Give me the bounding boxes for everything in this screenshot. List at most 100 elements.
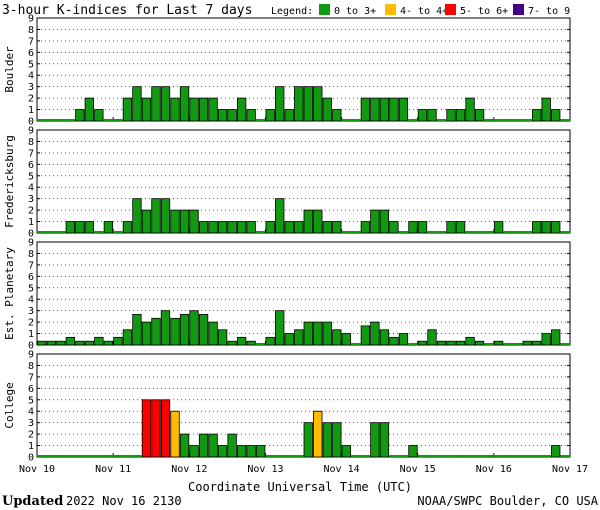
bar — [389, 455, 399, 457]
x-tick-label: Nov 16 — [476, 464, 512, 475]
y-tick-label: 6 — [28, 160, 34, 171]
bar — [160, 310, 171, 346]
bar — [436, 231, 447, 233]
bar — [474, 109, 485, 122]
y-tick-label: 8 — [28, 249, 34, 260]
y-tick-label: 7 — [28, 372, 34, 383]
bar — [503, 119, 513, 121]
bar — [160, 198, 171, 234]
bar — [189, 310, 199, 346]
bar — [113, 336, 123, 346]
bar — [294, 221, 304, 234]
bar — [284, 221, 294, 234]
bar — [113, 119, 123, 121]
bar — [56, 231, 66, 233]
bar — [132, 455, 142, 457]
y-tick-label: 7 — [28, 36, 34, 47]
bar — [37, 231, 47, 233]
bar — [351, 343, 361, 345]
bar — [217, 221, 228, 234]
x-tick-label: Nov 11 — [95, 464, 131, 475]
bar — [141, 97, 152, 122]
bar — [322, 422, 332, 458]
bar — [522, 231, 532, 233]
y-tick-label: 9 — [28, 350, 34, 361]
bar — [408, 221, 418, 234]
bar — [493, 340, 504, 346]
bar — [151, 399, 161, 458]
bar — [217, 329, 228, 346]
bar — [560, 343, 570, 345]
bar — [322, 321, 332, 346]
bar — [493, 455, 504, 457]
bar — [541, 333, 551, 346]
y-tick-label: 6 — [28, 272, 34, 283]
bar — [46, 231, 57, 233]
series-label: Fredericksburg — [3, 135, 16, 228]
bar — [436, 340, 447, 346]
legend-label: Legend: — [271, 6, 313, 17]
bar — [189, 209, 199, 234]
bar — [503, 231, 513, 233]
bar — [37, 455, 47, 457]
bar — [503, 455, 513, 457]
bar — [151, 198, 161, 234]
y-tick-label: 3 — [28, 194, 34, 205]
y-tick-label: 5 — [28, 395, 34, 406]
bar — [560, 455, 570, 457]
legend-swatch-2 — [445, 4, 456, 15]
bar — [417, 109, 428, 122]
bar — [332, 221, 342, 234]
y-tick-label: 0 — [28, 453, 34, 464]
bar — [56, 455, 66, 457]
bar — [398, 333, 409, 346]
bar — [37, 119, 47, 121]
bar — [351, 231, 361, 233]
bar — [293, 455, 304, 457]
bar — [398, 231, 409, 233]
bar — [532, 109, 542, 122]
bar — [94, 455, 104, 457]
bar — [322, 97, 332, 122]
y-tick-label: 8 — [28, 361, 34, 372]
y-tick-label: 2 — [28, 94, 34, 105]
y-tick-label: 9 — [28, 14, 34, 25]
bar — [560, 119, 570, 121]
bar — [46, 340, 56, 346]
bar — [227, 109, 237, 122]
bar — [465, 336, 475, 346]
bar — [389, 221, 399, 234]
y-tick-label: 9 — [28, 126, 34, 137]
y-tick-label: 1 — [28, 217, 34, 228]
bar — [303, 209, 313, 234]
bar — [208, 97, 218, 122]
panel-frame — [36, 17, 571, 122]
bar — [275, 198, 285, 234]
bar — [75, 221, 85, 234]
bar — [246, 221, 256, 234]
bar — [436, 455, 447, 457]
y-tick-label: 4 — [28, 71, 34, 82]
bar — [103, 221, 114, 234]
y-tick-label: 2 — [28, 430, 34, 441]
bar — [256, 445, 266, 458]
bar — [84, 340, 95, 346]
bar — [208, 321, 218, 346]
bar — [227, 221, 237, 234]
y-tick-label: 3 — [28, 82, 34, 93]
bar — [379, 329, 390, 346]
bar — [341, 231, 352, 233]
bar — [103, 455, 114, 457]
bar — [284, 333, 294, 346]
bar — [446, 109, 456, 122]
bar — [313, 321, 323, 346]
bar — [522, 455, 532, 457]
x-tick-label: Nov 17 — [552, 464, 588, 475]
bar — [179, 86, 190, 122]
series-label: Boulder — [3, 46, 16, 93]
bar — [236, 97, 247, 122]
bar — [84, 455, 95, 457]
bar — [65, 119, 76, 121]
y-tick-label: 8 — [28, 25, 34, 36]
